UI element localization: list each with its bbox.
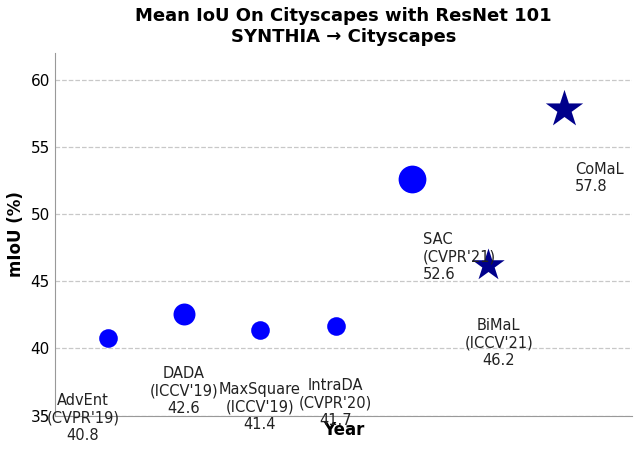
Text: SAC
(CVPR'21)
52.6: SAC (CVPR'21) 52.6 xyxy=(423,232,496,282)
Text: MaxSquare
(ICCV'19)
41.4: MaxSquare (ICCV'19) 41.4 xyxy=(219,382,301,432)
Point xyxy=(559,106,569,113)
Text: DADA
(ICCV'19)
42.6: DADA (ICCV'19) 42.6 xyxy=(150,366,218,416)
Text: CoMaL
57.8: CoMaL 57.8 xyxy=(575,162,623,194)
Text: BiMaL
(ICCV'21)
46.2: BiMaL (ICCV'21) 46.2 xyxy=(465,318,533,368)
Text: IntraDA
(CVPR'20)
41.7: IntraDA (CVPR'20) 41.7 xyxy=(299,378,372,428)
Title: Mean IoU On Cityscapes with ResNet 101
SYNTHIA → Cityscapes: Mean IoU On Cityscapes with ResNet 101 S… xyxy=(135,7,552,46)
Point xyxy=(255,326,265,333)
Point xyxy=(406,175,417,183)
Point xyxy=(179,310,189,317)
Text: AdvEnt
(CVPR'19)
40.8: AdvEnt (CVPR'19) 40.8 xyxy=(47,393,120,443)
Point xyxy=(103,334,113,341)
Point xyxy=(483,261,493,269)
X-axis label: Year: Year xyxy=(323,421,364,439)
Point xyxy=(331,322,341,329)
Y-axis label: mIoU (%): mIoU (%) xyxy=(7,191,25,277)
